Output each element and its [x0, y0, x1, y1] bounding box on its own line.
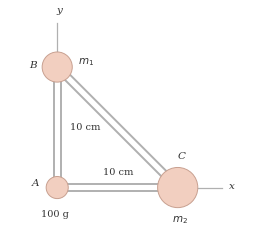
- Circle shape: [46, 176, 68, 199]
- Circle shape: [42, 52, 72, 82]
- Text: $m_2$: $m_2$: [171, 215, 187, 226]
- Text: 10 cm: 10 cm: [70, 123, 100, 132]
- Text: $m_1$: $m_1$: [78, 56, 94, 68]
- Text: y: y: [56, 6, 62, 15]
- Text: 100 g: 100 g: [41, 210, 69, 219]
- Text: B: B: [29, 61, 37, 70]
- Text: x: x: [228, 182, 234, 191]
- Circle shape: [157, 167, 197, 208]
- Text: C: C: [177, 152, 185, 161]
- Text: A: A: [31, 179, 39, 188]
- Text: 10 cm: 10 cm: [103, 168, 133, 177]
